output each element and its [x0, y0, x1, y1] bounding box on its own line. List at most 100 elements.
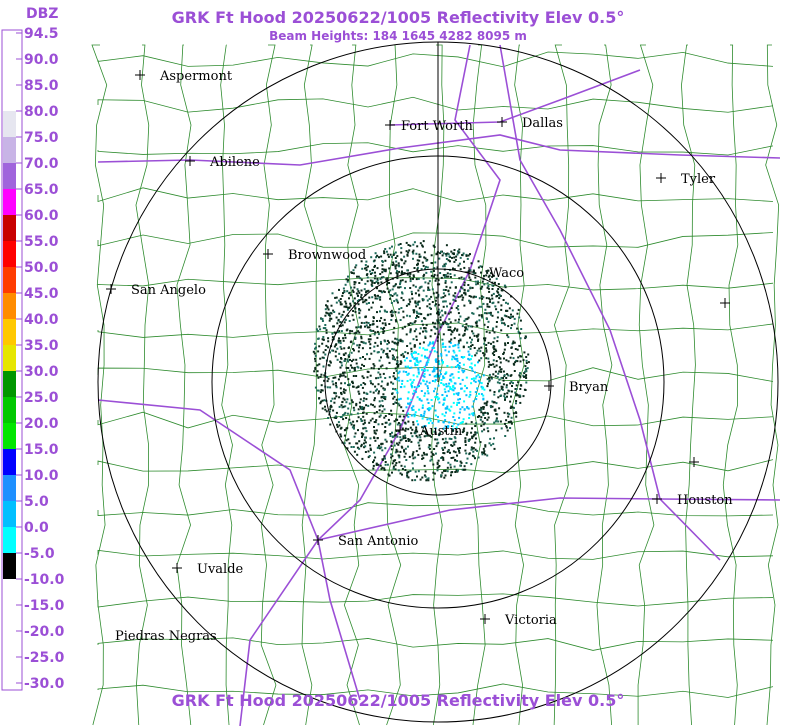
echo-pixel [483, 452, 485, 454]
echo-pixel [347, 407, 350, 410]
echo-pixel [405, 459, 408, 461]
echo-pixel [355, 292, 358, 295]
echo-pixel [430, 458, 433, 461]
echo-pixel [361, 347, 364, 350]
echo-pixel [437, 420, 440, 423]
echo-pixel [485, 270, 488, 273]
echo-pixel [487, 275, 490, 278]
echo-pixel [491, 400, 494, 403]
county-line [220, 44, 233, 726]
echo-pixel [475, 295, 477, 298]
echo-pixel [399, 450, 402, 453]
echo-pixel [498, 382, 501, 385]
echo-pixel [373, 350, 376, 353]
echo-pixel [377, 423, 380, 426]
echo-pixel [317, 350, 320, 353]
echo-pixel [471, 286, 474, 289]
echo-pixel [393, 326, 396, 329]
echo-pixel [328, 410, 331, 413]
echo-pixel [410, 414, 413, 417]
echo-pixel [407, 251, 410, 254]
echo-pixel [441, 456, 444, 459]
echo-pixel [381, 442, 384, 445]
echo-pixel [426, 418, 429, 421]
echo-pixel [446, 466, 449, 469]
echo-pixel [360, 293, 363, 296]
echo-pixel [469, 358, 472, 361]
echo-pixel [456, 329, 459, 332]
county-line [553, 44, 570, 726]
echo-pixel [335, 316, 338, 319]
echo-pixel [400, 307, 403, 309]
echo-pixel [444, 425, 447, 428]
echo-pixel [348, 354, 351, 356]
echo-pixel [430, 262, 433, 264]
echo-pixel [418, 253, 421, 256]
echo-pixel [449, 311, 452, 314]
echo-pixel [329, 351, 331, 354]
echo-pixel [408, 303, 411, 306]
echo-pixel [476, 335, 479, 338]
echo-pixel [442, 403, 445, 406]
echo-pixel [464, 441, 467, 443]
echo-pixel [442, 333, 445, 336]
echo-pixel [358, 346, 361, 349]
echo-pixel [416, 386, 419, 389]
echo-pixel [464, 329, 466, 332]
echo-pixel [331, 292, 334, 295]
echo-pixel [350, 446, 353, 448]
echo-pixel [463, 356, 466, 358]
echo-pixel [361, 436, 363, 438]
echo-pixel [371, 383, 374, 386]
echo-pixel [441, 338, 444, 341]
echo-pixel [384, 324, 387, 327]
echo-pixel [366, 326, 369, 329]
echo-pixel [460, 421, 463, 424]
echo-pixel [525, 359, 528, 362]
legend-label: -15.0 [24, 598, 65, 614]
echo-pixel [384, 438, 387, 441]
echo-pixel [466, 317, 469, 320]
echo-pixel [443, 276, 446, 279]
echo-pixel [432, 292, 435, 295]
echo-pixel [422, 289, 425, 292]
city-label: Victoria [504, 613, 557, 628]
echo-pixel [406, 254, 409, 257]
echo-pixel [426, 299, 429, 302]
echo-pixel [475, 395, 478, 397]
echo-pixel [394, 311, 397, 314]
echo-pixel [497, 372, 500, 375]
echo-pixel [390, 315, 393, 318]
echo-pixel [470, 431, 473, 434]
echo-pixel [320, 317, 323, 320]
echo-pixel [435, 277, 438, 280]
echo-pixel [498, 297, 501, 300]
echo-pixel [418, 385, 420, 388]
echo-pixel [335, 386, 338, 389]
echo-pixel [472, 412, 475, 415]
echo-pixel [342, 310, 345, 313]
echo-pixel [322, 356, 325, 359]
echo-pixel [449, 378, 451, 381]
echo-pixel [427, 477, 430, 480]
echo-pixel [414, 432, 417, 435]
echo-pixel [490, 342, 492, 345]
echo-pixel [520, 355, 523, 358]
echo-pixel [401, 419, 404, 422]
echo-pixel [386, 278, 389, 281]
echo-pixel [524, 365, 527, 368]
echo-pixel [396, 272, 399, 275]
echo-pixel [376, 297, 379, 300]
echo-pixel [433, 246, 436, 248]
echo-pixel [469, 253, 471, 256]
echo-pixel [396, 255, 399, 258]
echo-pixel [400, 464, 403, 467]
echo-pixel [470, 421, 473, 424]
echo-pixel [444, 312, 447, 315]
echo-pixel [397, 372, 400, 375]
echo-pixel [425, 271, 428, 274]
legend-label: -5.0 [24, 546, 55, 562]
echo-pixel [374, 264, 376, 267]
echo-pixel [414, 300, 417, 303]
echo-pixel [370, 283, 373, 286]
